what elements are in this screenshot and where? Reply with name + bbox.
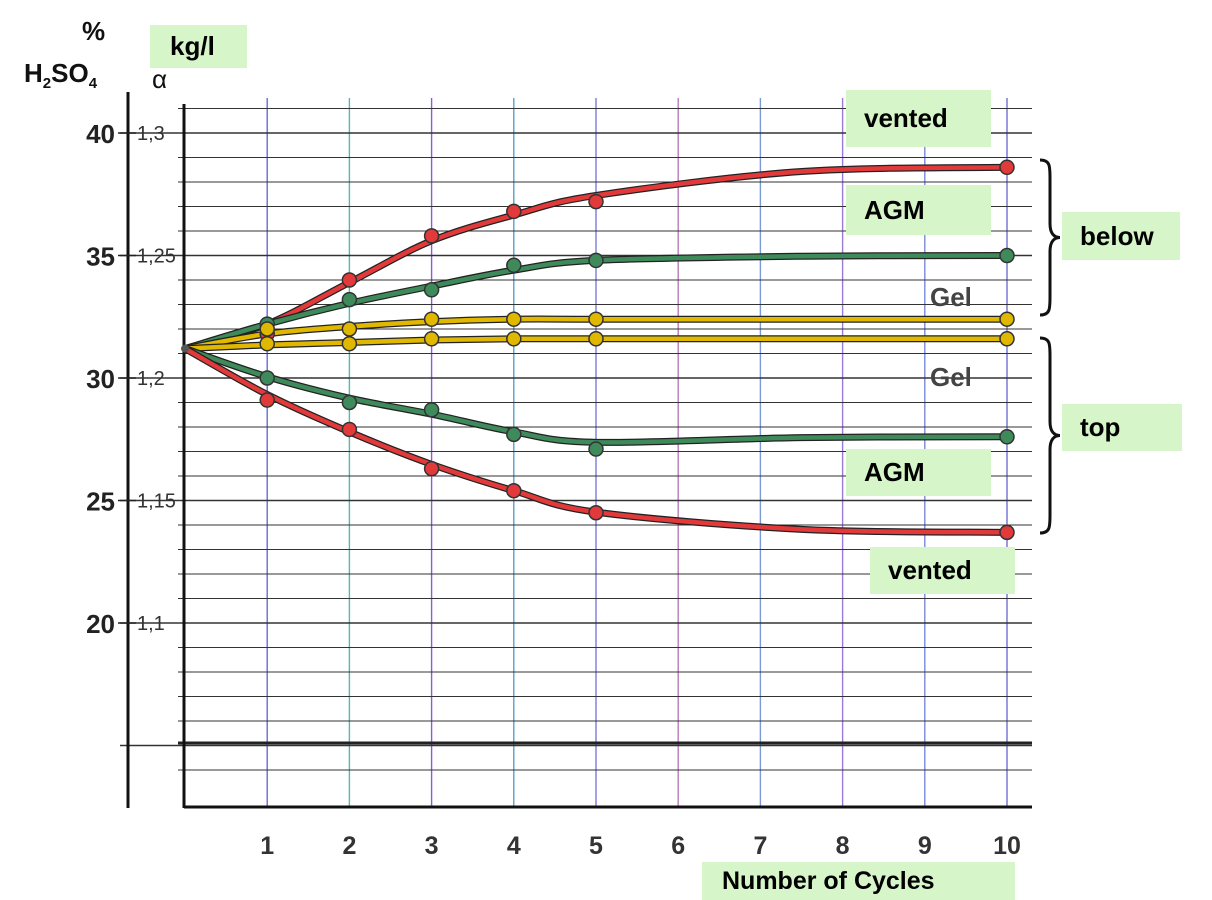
y-right-tick-label: 1,3 bbox=[137, 123, 165, 145]
x-tick-label: 10 bbox=[993, 832, 1021, 860]
inner-series-labels: Gel Gel bbox=[930, 282, 972, 392]
data-point bbox=[341, 321, 358, 337]
data-point bbox=[341, 272, 358, 288]
x-tick-label: 6 bbox=[671, 832, 685, 860]
label-agm-top: AGM bbox=[846, 449, 991, 496]
x-tick-label: 2 bbox=[342, 832, 356, 860]
label-gel-below: Gel bbox=[930, 282, 972, 312]
data-point bbox=[423, 311, 440, 327]
data-point bbox=[588, 311, 604, 327]
label-top-group: top bbox=[1062, 404, 1182, 451]
data-point bbox=[341, 291, 358, 308]
y-left-tick-label: 20 bbox=[86, 609, 115, 639]
group-brace bbox=[1039, 158, 1061, 317]
data-point bbox=[506, 203, 522, 220]
x-tick-labels: 1 2 3 4 5 6 7 8 9 10 bbox=[260, 832, 1021, 860]
label-vented-top: vented bbox=[870, 547, 1015, 594]
data-point bbox=[423, 402, 440, 418]
x-tick-label: 5 bbox=[589, 832, 603, 860]
data-point bbox=[259, 335, 275, 352]
data-point bbox=[341, 394, 358, 411]
y-right-tick-label: 1,1 bbox=[137, 613, 165, 635]
x-tick-label: 7 bbox=[753, 832, 767, 860]
data-point bbox=[506, 257, 522, 274]
data-point bbox=[588, 193, 604, 210]
label-agm-below: AGM bbox=[846, 185, 991, 235]
unit-box-kgl: kg/l bbox=[150, 25, 247, 68]
data-point bbox=[588, 331, 604, 347]
x-axis-title: Number of Cycles bbox=[702, 862, 1015, 900]
data-point bbox=[259, 321, 275, 337]
x-tick-label: 9 bbox=[918, 832, 932, 860]
data-point bbox=[999, 331, 1015, 347]
y-left-tick-label: 30 bbox=[86, 364, 115, 394]
data-point bbox=[506, 482, 522, 499]
data-point bbox=[999, 524, 1015, 541]
group-brace bbox=[1039, 336, 1061, 535]
h2so4-label: H2SO4 bbox=[24, 58, 97, 92]
y-left-tick-label: 40 bbox=[86, 119, 115, 149]
right-y-tick-labels: 1,3 1,25 1,2 1,15 1,1 bbox=[137, 123, 176, 635]
data-point bbox=[423, 331, 440, 347]
h2so4-text: H2SO4 bbox=[24, 58, 98, 93]
data-point bbox=[506, 311, 522, 327]
label-gel-top: Gel bbox=[930, 362, 972, 392]
data-point bbox=[999, 159, 1015, 176]
data-point bbox=[588, 252, 604, 269]
data-point bbox=[259, 370, 275, 386]
alpha-symbol: α bbox=[152, 64, 168, 94]
x-tick-label: 3 bbox=[425, 832, 439, 860]
data-point bbox=[999, 311, 1015, 327]
label-below-group: below bbox=[1062, 212, 1180, 260]
x-tick-label: 1 bbox=[260, 832, 274, 860]
y-right-tick-label: 1,2 bbox=[137, 368, 165, 390]
y-left-tick-label: 35 bbox=[86, 242, 115, 272]
points-layer bbox=[181, 159, 1015, 541]
label-vented-below: vented bbox=[846, 90, 991, 147]
percent-symbol: % bbox=[82, 16, 106, 46]
data-point bbox=[506, 331, 522, 347]
data-point bbox=[999, 429, 1015, 445]
data-point bbox=[423, 460, 440, 477]
data-point bbox=[341, 335, 358, 352]
y-left-tick-label: 25 bbox=[86, 487, 115, 517]
origin-point bbox=[181, 344, 189, 353]
group-braces bbox=[1039, 158, 1061, 535]
y-right-tick-label: 1,15 bbox=[137, 491, 176, 513]
data-point bbox=[999, 247, 1015, 264]
left-y-tick-labels: 40 35 30 25 20 bbox=[86, 119, 136, 639]
x-tick-label: 4 bbox=[507, 832, 521, 860]
data-point bbox=[423, 282, 440, 298]
x-tick-label: 8 bbox=[836, 832, 850, 860]
data-point bbox=[259, 392, 275, 408]
data-point bbox=[588, 441, 604, 457]
data-point bbox=[506, 426, 522, 443]
y-right-tick-label: 1,25 bbox=[137, 246, 176, 268]
axes bbox=[126, 92, 1032, 809]
data-point bbox=[341, 421, 358, 438]
data-point bbox=[423, 228, 440, 244]
data-point bbox=[588, 505, 604, 521]
